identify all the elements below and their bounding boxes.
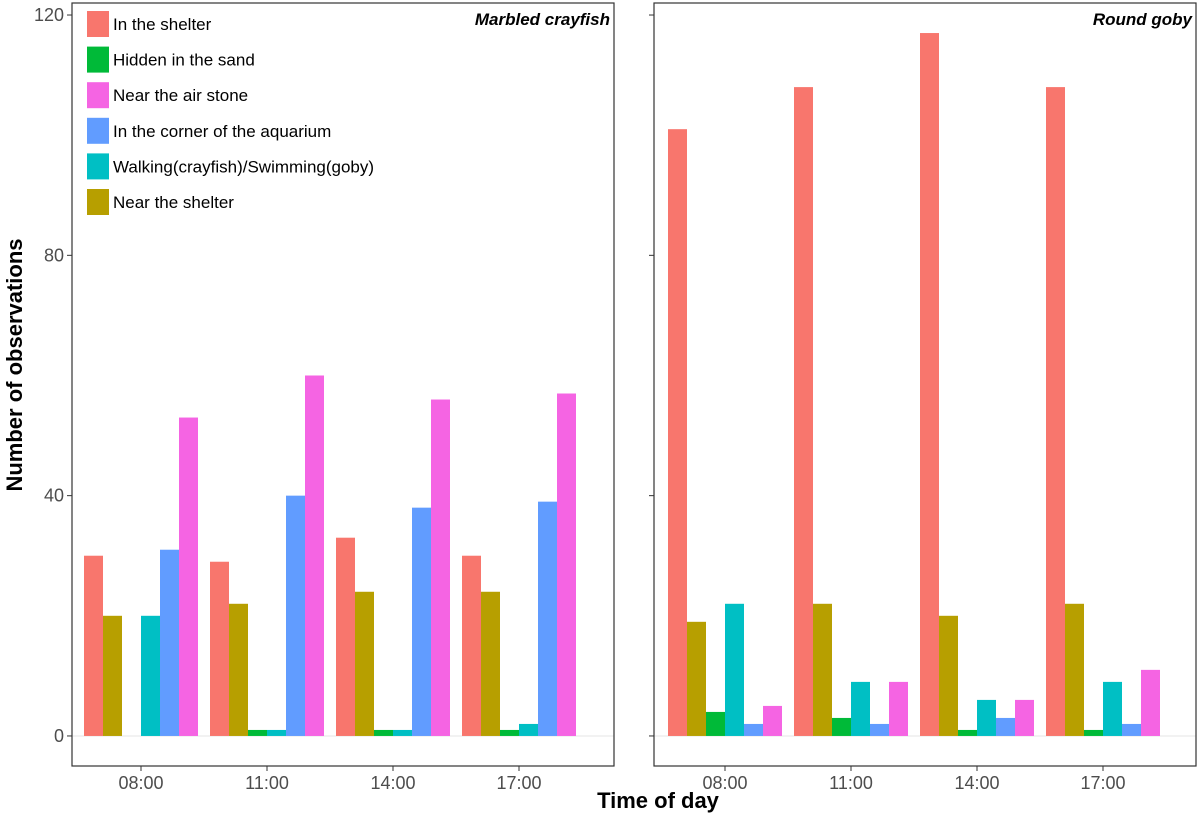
bar (141, 615, 160, 736)
bar (462, 555, 481, 736)
bar (557, 393, 576, 736)
bar (1065, 603, 1084, 736)
bar (870, 723, 889, 736)
panel-1: 08:00 11:00 14:00 17:00 0 40 80 120 Marbled cray… (34, 2, 615, 793)
bar (1103, 681, 1122, 736)
bar (1084, 729, 1103, 736)
bar (744, 723, 763, 736)
bar (958, 729, 977, 736)
bar (763, 705, 782, 736)
legend-item: Walking(crayfish)/Swimming(goby) (87, 153, 374, 180)
bar (794, 87, 813, 736)
bar (687, 621, 706, 736)
legend-swatch (87, 153, 109, 180)
bar (248, 729, 267, 736)
legend-swatch (87, 189, 109, 215)
bar (374, 729, 393, 736)
bar (412, 507, 431, 736)
bar (889, 681, 908, 736)
bar (355, 591, 374, 736)
bar (179, 417, 198, 736)
y-tick-label: 0 (54, 726, 64, 746)
bar (668, 129, 687, 736)
bar (1122, 723, 1141, 736)
x-tick-label: 08:00 (702, 773, 747, 793)
bar (996, 717, 1015, 736)
legend-swatch (87, 46, 109, 73)
panel-title: Marbled crayfish (475, 10, 610, 29)
legend-swatch (87, 82, 109, 109)
x-tick-label: 17:00 (1080, 773, 1125, 793)
bar (977, 699, 996, 736)
bar (706, 711, 725, 736)
bar (1015, 699, 1034, 736)
bar (538, 501, 557, 736)
legend-label: In the shelter (113, 15, 212, 34)
bar (305, 375, 324, 736)
x-axis-title: Time of day (597, 788, 720, 813)
x-tick-label: 14:00 (954, 773, 999, 793)
bar (500, 729, 519, 736)
legend-item: Hidden in the sand (87, 46, 255, 73)
panel-border (71, 2, 615, 767)
bar (851, 681, 870, 736)
legend-item: Near the air stone (87, 82, 248, 109)
bar (210, 561, 229, 736)
x-tick-label: 11:00 (829, 773, 873, 793)
bar (939, 615, 958, 736)
legend-item: In the corner of the aquarium (87, 117, 331, 144)
y-tick-label: 40 (44, 486, 64, 506)
panels-layer: 08:00 11:00 14:00 17:00 0 40 80 120 Marbled cray… (34, 2, 1197, 793)
bar (920, 33, 939, 736)
legend-label: Hidden in the sand (113, 51, 255, 70)
legend-item: In the shelter (87, 11, 212, 37)
bar (813, 603, 832, 736)
bar (481, 591, 500, 736)
bar (393, 729, 412, 736)
y-axis-title: Number of observations (2, 238, 27, 491)
x-tick-label: 11:00 (245, 773, 289, 793)
legend-swatch (87, 11, 109, 37)
panel-title: Round goby (1093, 10, 1194, 29)
x-tick-label: 08:00 (118, 773, 163, 793)
bar (267, 729, 286, 736)
y-tick-label: 120 (34, 5, 64, 25)
bar (286, 495, 305, 736)
legend-label: Near the air stone (113, 86, 248, 105)
bar (1141, 669, 1160, 736)
bar (160, 549, 179, 736)
bar (103, 615, 122, 736)
y-tick-label: 80 (44, 245, 64, 265)
x-tick-label: 17:00 (496, 773, 541, 793)
legend: In the shelter Hidden in the sand Near the… (87, 11, 374, 215)
bar (336, 537, 355, 736)
legend-swatch (87, 117, 109, 144)
bar (229, 603, 248, 736)
bar (84, 555, 103, 736)
bar (431, 399, 450, 736)
bar (519, 723, 538, 736)
x-tick-label: 14:00 (370, 773, 415, 793)
bar (1046, 87, 1065, 736)
legend-item: Near the shelter (87, 189, 234, 215)
legend-label: Walking(crayfish)/Swimming(goby) (113, 157, 374, 176)
bar (832, 717, 851, 736)
panel-border (653, 2, 1197, 767)
panel-2: 08:00 11:00 14:00 17:00 Round goby (649, 2, 1197, 793)
legend-label: In the corner of the aquarium (113, 122, 331, 141)
legend-label: Near the shelter (113, 193, 234, 212)
bar (725, 603, 744, 736)
